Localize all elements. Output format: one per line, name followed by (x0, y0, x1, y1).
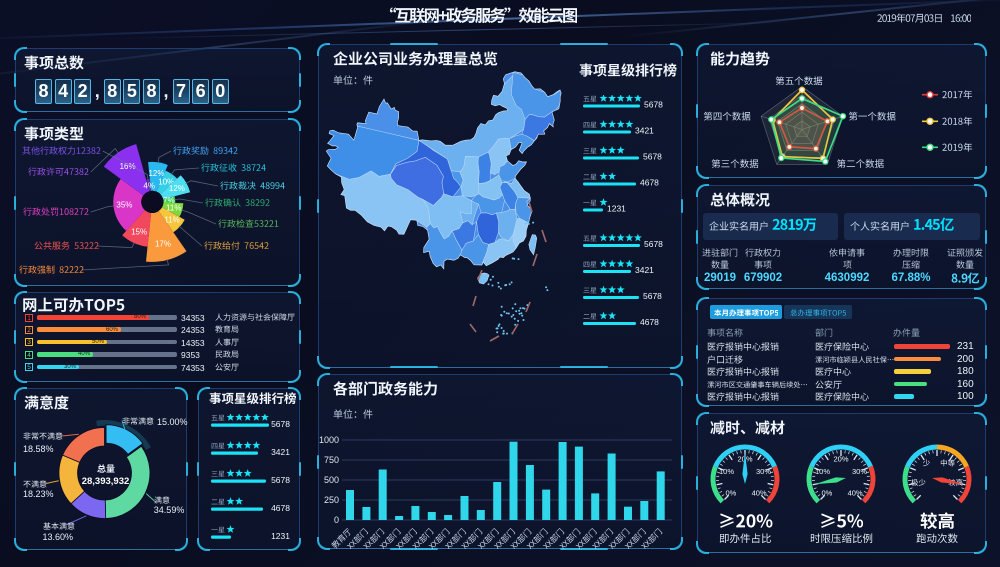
svg-text:11%: 11% (166, 204, 181, 213)
svg-text:5678: 5678 (643, 151, 662, 161)
svg-text:12%: 12% (148, 169, 164, 178)
svg-text:4678: 4678 (640, 177, 659, 187)
svg-text:0: 0 (334, 515, 339, 525)
svg-text:17%: 17% (155, 240, 171, 249)
svg-text:16%: 16% (120, 162, 136, 171)
svg-text:4678: 4678 (640, 317, 659, 327)
svg-text:11%: 11% (164, 216, 179, 225)
svg-text:1231: 1231 (271, 531, 290, 541)
svg-text:30%: 30% (852, 467, 867, 476)
svg-text:10%: 10% (158, 178, 174, 187)
svg-text:1000: 1000 (319, 435, 339, 445)
svg-text:5678: 5678 (644, 99, 663, 109)
svg-text:1231: 1231 (607, 203, 626, 213)
svg-text:15%: 15% (131, 227, 147, 236)
svg-text:10%: 10% (719, 467, 734, 476)
svg-text:10%: 10% (815, 467, 830, 476)
svg-text:0%: 0% (725, 489, 736, 498)
svg-text:5678: 5678 (643, 291, 662, 301)
svg-text:3421: 3421 (271, 447, 290, 457)
svg-text:250: 250 (324, 495, 339, 505)
svg-text:7%: 7% (163, 196, 175, 205)
svg-text:3421: 3421 (635, 265, 654, 275)
svg-text:35%: 35% (116, 201, 132, 210)
svg-text:5678: 5678 (644, 239, 663, 249)
svg-text:500: 500 (324, 475, 339, 485)
svg-text:750: 750 (324, 455, 339, 465)
svg-text:5678: 5678 (271, 419, 290, 429)
svg-text:12%: 12% (169, 184, 185, 193)
svg-text:0%: 0% (821, 489, 832, 498)
svg-text:4678: 4678 (271, 503, 290, 513)
svg-text:20%: 20% (833, 455, 848, 464)
svg-text:4%: 4% (143, 181, 155, 190)
svg-text:40%: 40% (848, 489, 863, 498)
svg-text:40%: 40% (752, 489, 767, 498)
svg-text:5678: 5678 (271, 475, 290, 485)
svg-text:3421: 3421 (635, 125, 654, 135)
svg-text:30%: 30% (756, 467, 771, 476)
